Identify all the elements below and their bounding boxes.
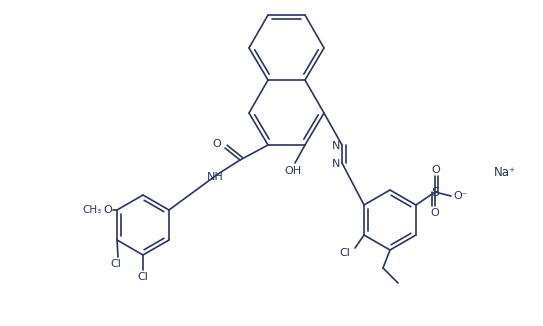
Text: O⁻: O⁻ bbox=[454, 191, 468, 201]
Text: S: S bbox=[431, 185, 439, 199]
Text: NH: NH bbox=[207, 172, 223, 182]
Text: N: N bbox=[332, 159, 340, 169]
Text: O: O bbox=[432, 165, 440, 175]
Text: O: O bbox=[431, 208, 439, 218]
Text: O: O bbox=[213, 139, 222, 149]
Text: N: N bbox=[332, 141, 340, 151]
Text: O: O bbox=[104, 205, 112, 215]
Text: Na⁺: Na⁺ bbox=[494, 167, 516, 180]
Text: Cl: Cl bbox=[111, 259, 122, 269]
Text: OH: OH bbox=[285, 166, 301, 176]
Text: Cl: Cl bbox=[339, 248, 350, 258]
Text: CH₃: CH₃ bbox=[83, 205, 102, 215]
Text: Cl: Cl bbox=[137, 272, 148, 282]
